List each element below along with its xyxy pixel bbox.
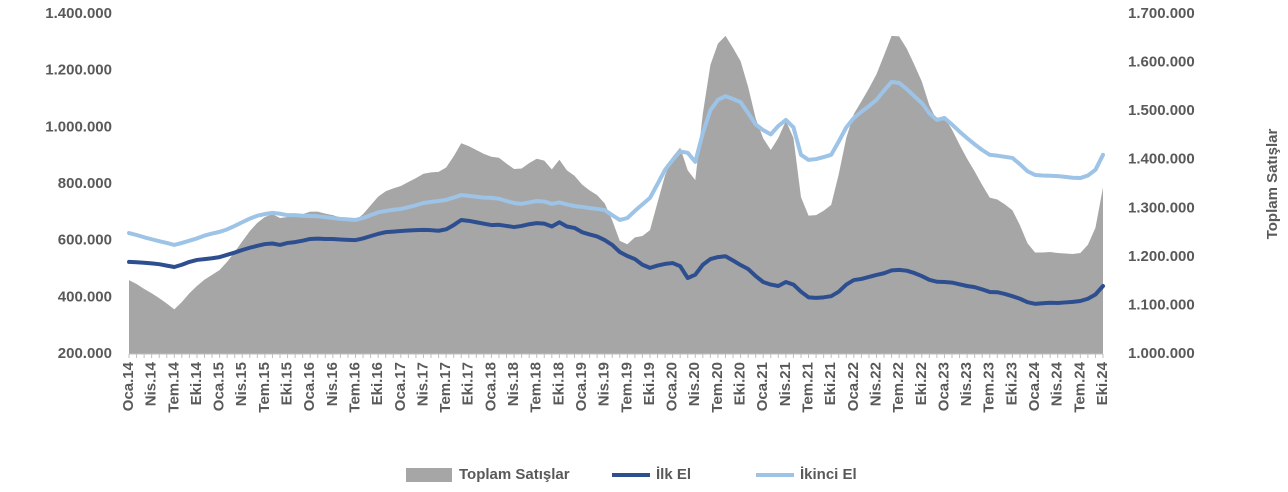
x-tick-label: Nis.23 [958,362,975,406]
y2-tick-label: 1.600.000 [1128,54,1195,71]
y2-tick-label: 1.000.000 [1128,345,1195,362]
x-tick-label: Nis.19 [596,362,613,406]
x-tick-label: Tem.20 [709,362,726,413]
x-tick-label: Oca.19 [573,362,590,411]
line [127,217,1105,306]
x-tick-label: Nis.18 [505,362,522,406]
x-tick-label: Tem.22 [890,362,907,413]
x-tick-label: Nis.24 [1049,361,1066,406]
x-tick-label: Tem.18 [528,362,545,413]
y-tick-label: 1.400.000 [45,5,112,22]
x-tick-label: Oca.15 [211,362,228,411]
x-tick-label: Nis.15 [233,362,250,406]
x-tick-label: Oca.20 [664,362,681,411]
area [129,35,1103,354]
line [127,80,1105,247]
x-tick-label: Tem.23 [981,362,998,413]
x-tick-label: Tem.24 [1071,361,1088,412]
y2-tick-label: 1.400.000 [1128,151,1195,168]
x-tick-label: Tem.21 [800,362,817,413]
legend-swatch [406,468,452,482]
x-tick-label: Oca.14 [120,361,137,411]
legend-label: İlk El [656,466,691,483]
x-tick-label: Nis.22 [867,362,884,406]
x-tick-label: Eki.16 [369,362,386,405]
x-tick-label: Eki.17 [460,362,477,405]
x-tick-label: Nis.17 [414,362,431,406]
x-tick-label: Nis.16 [324,362,341,406]
legend-label: Toplam Satışlar [459,466,570,483]
x-tick-label: Eki.14 [188,361,205,405]
x-tick-label: Tem.16 [346,362,363,413]
x-tick-label: Eki.19 [641,362,658,405]
y2-tick-label: 1.100.000 [1128,296,1195,313]
legend-label: İkinci El [800,466,857,483]
x-tick-label: Oca.24 [1026,361,1043,411]
x-tick-label: Nis.14 [143,361,160,406]
x-tick-label: Eki.21 [822,362,839,405]
x-tick-label: Oca.16 [301,362,318,411]
x-tick-label: Tem.15 [256,362,273,413]
y-tick-label: 1.200.000 [45,62,112,79]
y-tick-label: 600.000 [58,232,112,249]
x-tick-label: Oca.17 [392,362,409,411]
x-tick-label: Eki.15 [279,362,296,405]
x-tick-label: Oca.18 [482,362,499,411]
y2-tick-label: 1.200.000 [1128,248,1195,265]
y-tick-label: 1.000.000 [45,118,112,135]
x-tick-label: Oca.21 [754,362,771,411]
x-tick-label: Eki.20 [732,362,749,405]
y-tick-label: 800.000 [58,175,112,192]
y2-axis-title: Toplam Satışlar [1264,129,1281,240]
y2-tick-label: 1.300.000 [1128,199,1195,216]
x-tick-label: Tem.14 [165,361,182,412]
x-tick-label: Tem.17 [437,362,454,413]
x-tick-label: Nis.20 [686,362,703,406]
x-tick-label: Oca.22 [845,362,862,411]
y2-tick-label: 1.500.000 [1128,102,1195,119]
x-tick-label: Eki.24 [1094,361,1111,405]
x-tick-label: Nis.21 [777,362,794,406]
x-tick-label: Eki.23 [1003,362,1020,405]
y-tick-label: 400.000 [58,288,112,305]
x-tick-label: Eki.22 [913,362,930,405]
x-tick-label: Oca.23 [935,362,952,411]
y2-tick-label: 1.700.000 [1128,5,1195,22]
y-tick-label: 200.000 [58,345,112,362]
x-tick-label: Eki.18 [550,362,567,405]
x-tick-label: Tem.19 [618,362,635,413]
